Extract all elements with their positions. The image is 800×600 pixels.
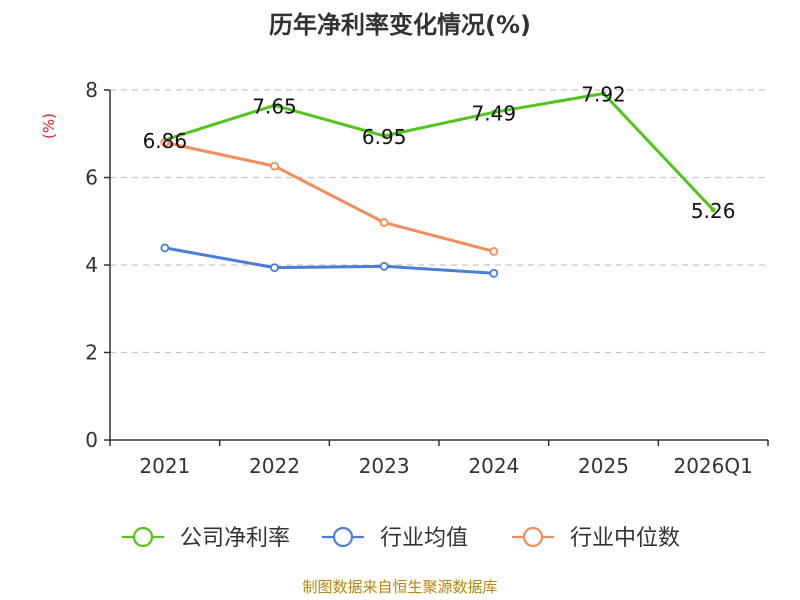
- chart-title: 历年净利率变化情况(%): [269, 11, 531, 39]
- legend-label[interactable]: 行业均值: [380, 526, 468, 551]
- y-tick-label: 4: [85, 253, 98, 277]
- x-tick-label: 2024: [468, 454, 519, 478]
- data-point[interactable]: [710, 207, 716, 213]
- data-label: 6.95: [362, 125, 407, 149]
- data-label: 6.86: [143, 129, 188, 153]
- legend-label[interactable]: 公司净利率: [180, 526, 290, 551]
- series-group: [160, 91, 716, 278]
- data-point[interactable]: [270, 161, 279, 171]
- legend-marker: [332, 526, 354, 548]
- data-label: 5.26: [691, 199, 736, 223]
- data-point[interactable]: [601, 91, 606, 96]
- legend[interactable]: 公司净利率 行业均值 行业中位数: [122, 526, 680, 551]
- data-point[interactable]: [272, 102, 277, 108]
- y-tick-label: 6: [85, 166, 98, 190]
- legend-marker: [522, 526, 544, 548]
- gridlines: [110, 89, 768, 354]
- data-point[interactable]: [381, 133, 387, 139]
- y-tick-label: 8: [85, 78, 98, 102]
- series-line: [164, 246, 494, 275]
- x-tick-label: 2023: [359, 454, 410, 478]
- x-tick-label: 2022: [249, 454, 300, 478]
- data-point[interactable]: [491, 109, 497, 115]
- data-point[interactable]: [270, 263, 279, 273]
- legend-label[interactable]: 行业中位数: [570, 526, 680, 551]
- data-label: 7.65: [252, 94, 297, 118]
- data-label: 7.92: [581, 83, 626, 107]
- x-tick-label: 2026Q1: [673, 454, 752, 478]
- data-point[interactable]: [160, 138, 170, 147]
- data-point[interactable]: [160, 243, 170, 253]
- series-line: [164, 92, 715, 211]
- axes: 0 2 4 6 8 2021 2022 2023 2024 2025 2026Q1: [85, 78, 769, 478]
- x-tick-label: 2021: [139, 454, 190, 478]
- data-point[interactable]: [379, 261, 389, 271]
- data-labels: 6.86 7.65 6.95 7.49 7.92 5.26: [143, 83, 736, 223]
- legend-marker: [132, 526, 154, 548]
- data-point[interactable]: [489, 247, 499, 256]
- y-tick-label: 0: [85, 428, 98, 452]
- y-axis-label: (%): [40, 113, 58, 139]
- data-point[interactable]: [489, 268, 499, 278]
- data-label: 7.49: [472, 101, 517, 125]
- data-point[interactable]: [379, 218, 389, 227]
- y-tick-label: 2: [85, 341, 98, 365]
- x-tick-label: 2025: [578, 454, 629, 478]
- series-line: [164, 141, 495, 253]
- source-note: 制图数据来自恒生聚源数据库: [302, 578, 497, 596]
